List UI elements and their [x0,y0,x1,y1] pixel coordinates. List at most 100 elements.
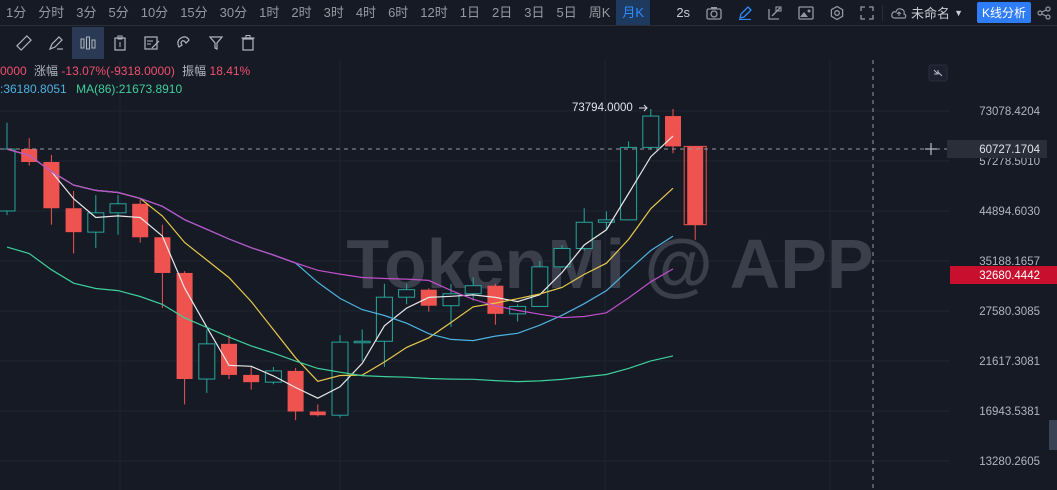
timeframe-3[interactable]: 5分 [108,5,129,20]
timeframe-bar: 1分 分时 3分 5分 10分 15分 30分 1时 2时 3时 4时 6时 12时 1日 2日 3日 5日 周K… [0,0,1057,26]
candle-body-6 [132,203,149,238]
candlestick-chart[interactable]: TokenMi @ APP73078.420457278.501044894.6… [0,60,1057,490]
trash-icon[interactable] [232,27,264,59]
candle-body-18 [398,289,416,298]
timeframe-8[interactable]: 2时 [291,5,312,20]
candle-body-27 [597,219,615,223]
candle-body-20 [442,293,460,307]
interval-selector[interactable]: 2s [676,5,691,20]
candle-body-14 [309,411,326,416]
price-tick-4: 27580.3085 [979,306,1040,318]
info-panel: 0000 涨幅 -13.07%(-9318.0000) 振幅 18.41% :3… [0,62,250,98]
timeframe-12[interactable]: 12时 [420,5,448,20]
timeframe-4[interactable]: 10分 [140,5,169,20]
candle-body-3 [65,208,82,233]
camera-icon[interactable] [698,0,730,25]
candle-body-21 [464,285,482,295]
current-price-label: 32680.4442 [979,270,1040,282]
timeframe-16[interactable]: 5日 [556,5,577,20]
change-label: 涨幅 [34,64,59,78]
ma86-value: MA(86):21673.8910 [76,82,183,96]
crosshair-price-label: 60727.1704 [979,144,1040,156]
timeframe-10[interactable]: 4时 [355,5,377,20]
price-tick-2: 44894.6030 [979,206,1040,218]
candle-body-9 [198,343,216,380]
price-tick-7: 13280.2605 [979,456,1040,468]
timeframe-5[interactable]: 15分 [180,5,208,20]
timeframe-11[interactable]: 6时 [388,5,409,20]
image-icon[interactable] [790,0,822,25]
drawing-toolbar [0,26,1057,61]
current-price-box [950,266,1057,284]
candle-body-30 [665,116,681,147]
cloud-save-icon[interactable]: 未命名 ▼ [883,0,971,25]
scroll-handle[interactable] [1049,420,1057,450]
price-tick-5: 21617.3081 [979,356,1040,368]
price-tick-3: 35188.1657 [979,256,1040,268]
timeframe-1[interactable]: 分时 [38,5,65,20]
ruler-icon[interactable] [8,27,40,59]
candle-body-13 [287,370,304,412]
kline-analysis-button[interactable]: K线分析 [976,2,1031,23]
share-icon[interactable] [1037,0,1057,25]
clipboard-icon[interactable] [104,27,136,59]
candle-body-11 [243,374,260,383]
open-value: 0000 [0,64,27,78]
brush-icon[interactable] [40,27,72,59]
last-candle-outline [683,145,707,226]
candle-body-28 [620,146,638,221]
candle-body-29 [642,115,660,148]
layout-name: 未命名 [911,6,951,21]
candle-body-24 [531,266,549,307]
candle-indicator-icon[interactable] [72,27,104,59]
timeframe-14[interactable]: 2日 [492,5,513,20]
ma-line-magenta [6,148,674,319]
amplitude-label: 振幅 [182,64,207,78]
change-value: -13.07%(-9318.0000) [61,64,175,78]
settings-icon[interactable] [822,0,852,25]
candle-body-10 [221,343,237,375]
candle-body-31 [687,146,704,225]
timeframe-18[interactable]: 月K [616,0,651,25]
ma-line-white [50,135,674,399]
pen-icon[interactable] [730,0,760,25]
candle-body-4 [87,212,105,233]
crosshair-plus-icon [925,143,937,155]
candle-body-0 [0,148,16,212]
divider [882,4,884,21]
candle-body-8 [176,272,193,380]
amplitude-value: 18.41% [209,64,251,78]
arrow-right-icon [639,104,648,112]
timeframe-2[interactable]: 3分 [76,5,97,20]
drawing-icon[interactable] [760,0,790,25]
candle-body-25 [553,247,571,268]
timeframe-7[interactable]: 1时 [259,5,280,20]
crosshair-price-box [947,140,1047,158]
chevron-down-icon: ▼ [954,7,963,18]
fullscreen-icon[interactable] [852,0,882,25]
candle-body-7 [154,237,171,273]
filter-icon[interactable] [200,27,232,59]
candle-body-15 [331,341,349,416]
timeframe-9[interactable]: 3时 [323,5,344,20]
edit-note-icon[interactable] [136,27,168,59]
ma-short-value: :36180.8051 [0,82,67,96]
price-tick-1: 57278.5010 [979,156,1040,168]
candle-body-22 [487,285,504,314]
timeframe-15[interactable]: 3日 [524,5,545,20]
high-annotation: 73794.0000 [572,102,633,114]
timeframe-13[interactable]: 1日 [459,5,480,20]
price-tick-0: 73078.4204 [979,106,1040,118]
timeframe-17[interactable]: 周K [588,5,611,20]
magnet-icon[interactable] [168,27,200,59]
timeframe-0[interactable]: 1分 [6,5,27,20]
header-right: 2s 未命名 ▼ K线分析 [668,0,1057,25]
timeframe-list: 1分 分时 3分 5分 10分 15分 30分 1时 2时 3时 4时 6时 12时 1日 2日 3日 5日 周K… [0,0,651,25]
price-tick-6: 16943.5381 [979,406,1040,418]
collapse-icon [933,69,943,77]
candle-body-5 [109,203,127,214]
ma-line-green [6,246,674,383]
candle-body-16 [353,340,371,344]
chart-background [0,60,1057,490]
timeframe-6[interactable]: 30分 [219,5,248,20]
